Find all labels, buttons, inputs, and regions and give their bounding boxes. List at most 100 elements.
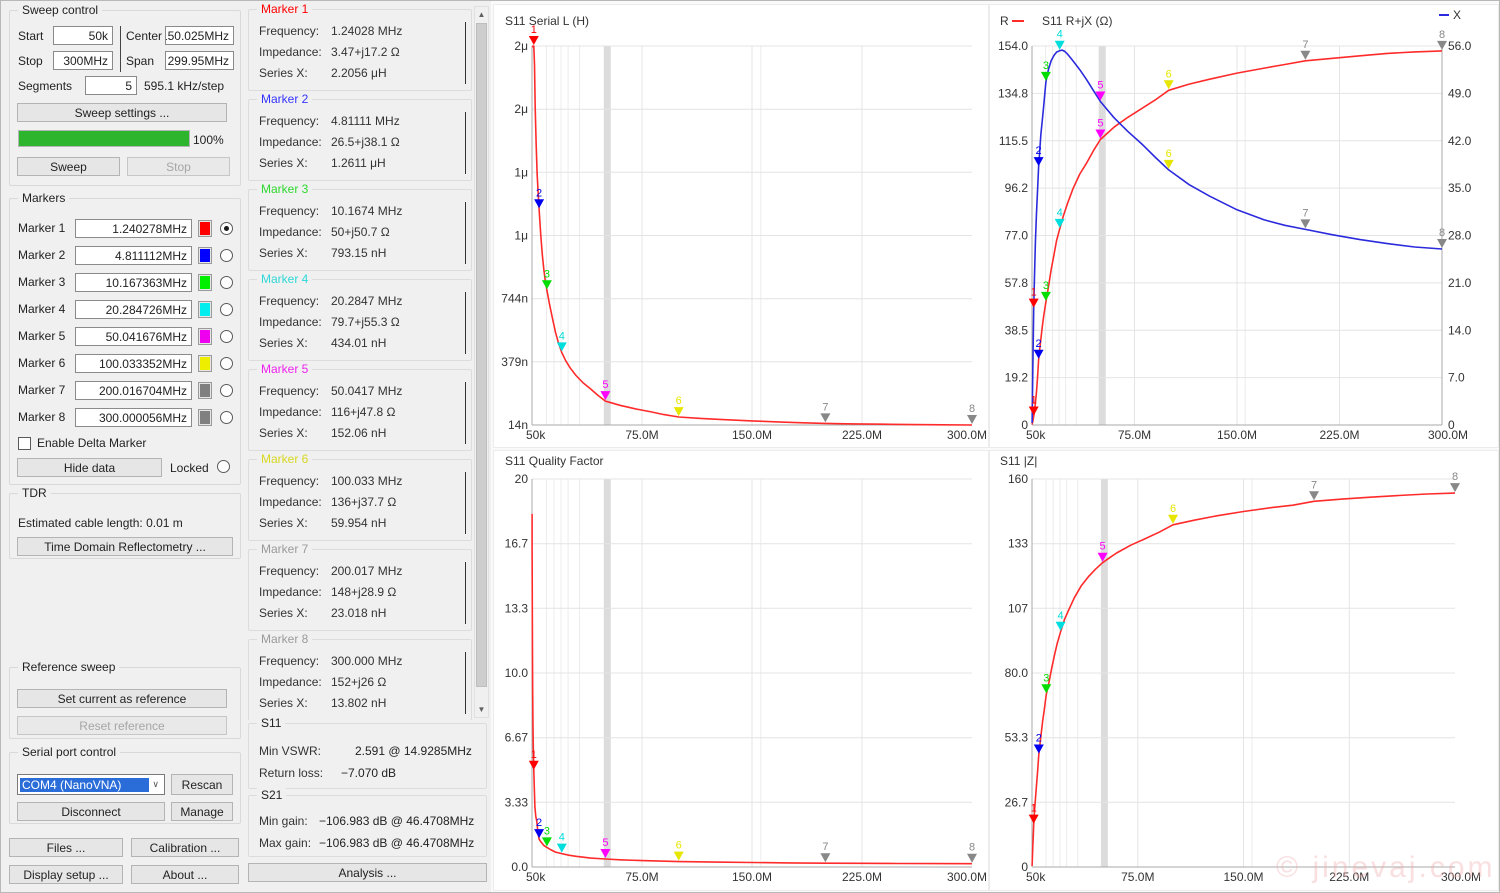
svg-text:2: 2 bbox=[536, 817, 542, 829]
tdr-group: TDR bbox=[9, 486, 241, 559]
chart-title: S11 Serial L (H) bbox=[505, 14, 589, 28]
svg-text:225.0M: 225.0M bbox=[842, 428, 882, 442]
svg-text:6: 6 bbox=[1170, 503, 1176, 515]
marker-6-series-x-label: Series X: 59.954 nH bbox=[259, 516, 387, 530]
marker-1-color-swatch[interactable] bbox=[198, 220, 212, 237]
chart-markers[interactable]: 1 2 3 4 5 6 7 8 1 2 3 4 5 6 7 8 bbox=[1028, 29, 1447, 416]
marker-3-series-x-label: Series X: 793.15 nH bbox=[259, 246, 387, 260]
svg-text:150.0M: 150.0M bbox=[732, 428, 772, 442]
svg-text:150.0M: 150.0M bbox=[1217, 428, 1257, 442]
svg-text:160: 160 bbox=[1008, 472, 1028, 486]
marker-2-color-swatch[interactable] bbox=[198, 247, 212, 264]
scrollbar-thumb[interactable] bbox=[476, 23, 487, 687]
set-reference-button[interactable]: Set current as reference bbox=[17, 689, 227, 708]
hide-data-button[interactable]: Hide data bbox=[17, 458, 162, 477]
marker-6-frequency-input[interactable]: 100.033352MHz bbox=[75, 354, 192, 373]
chart-s11-z[interactable]: 160 133 107 80.0 53.3 26.7 0 50k 75.0M 150.0M 225.… bbox=[989, 450, 1499, 891]
marker-7-active-radio[interactable] bbox=[220, 384, 233, 397]
stop-label: Stop bbox=[18, 54, 43, 68]
marker-2-impedance-value: 26.5+j38.1 Ω bbox=[331, 135, 400, 149]
marker-details-scrollbar[interactable]: ▲ ▼ bbox=[474, 6, 489, 718]
chart-s11-r-jx[interactable]: 154.0 134.8 115.5 96.2 77.0 57.8 38.5 19.2 0 56.0… bbox=[989, 4, 1499, 448]
svg-text:150.0M: 150.0M bbox=[732, 870, 772, 884]
series-Q-line bbox=[531, 513, 973, 865]
calibration-button[interactable]: Calibration ... bbox=[131, 838, 239, 857]
chart-s11-quality-factor[interactable]: 20 16.7 13.3 10.0 6.67 3.33 0.0 50k 75.0M 150.0M 2… bbox=[493, 450, 989, 891]
rescan-button[interactable]: Rescan bbox=[171, 774, 233, 795]
marker-1-detail-title: Marker 1 bbox=[257, 2, 313, 16]
segments-input[interactable]: 5 bbox=[85, 76, 137, 95]
start-input[interactable]: 50k bbox=[53, 26, 113, 45]
marker-5-active-radio[interactable] bbox=[220, 330, 233, 343]
marker-1-frequency-input[interactable]: 1.240278MHz bbox=[75, 219, 192, 238]
svg-text:5: 5 bbox=[1097, 118, 1103, 130]
reset-reference-button[interactable]: Reset reference bbox=[17, 716, 227, 735]
disconnect-button[interactable]: Disconnect bbox=[17, 802, 165, 821]
analysis-button[interactable]: Analysis ... bbox=[248, 863, 487, 882]
marker-1-series-x-label: Series X: 2.2056 μH bbox=[259, 66, 387, 80]
marker-1-active-radio[interactable] bbox=[220, 222, 233, 235]
marker-4-frequency-input[interactable]: 20.284726MHz bbox=[75, 300, 192, 319]
marker-6-color-swatch[interactable] bbox=[198, 355, 212, 372]
locked-radio[interactable] bbox=[217, 460, 230, 473]
svg-text:8: 8 bbox=[969, 842, 975, 854]
min-gain-label: Min gain: bbox=[259, 814, 308, 828]
y-axis-left-labels: 160 133 107 80.0 53.3 26.7 0 bbox=[1005, 472, 1029, 874]
marker-1-detail-box: Marker 1 Frequency: 1.24028 MHz Impedance: 3… bbox=[248, 2, 472, 91]
scrollbar-up-icon[interactable]: ▲ bbox=[475, 7, 488, 22]
progress-percent-label: 100% bbox=[193, 133, 224, 147]
marker-8-detail-indicator bbox=[465, 652, 466, 714]
marker-5-frequency-input[interactable]: 50.041676MHz bbox=[75, 327, 192, 346]
s11-summary-title: S11 bbox=[257, 716, 286, 730]
marker-5-color-swatch[interactable] bbox=[198, 328, 212, 345]
marker-8-color-swatch[interactable] bbox=[198, 409, 212, 426]
marker-3-color-swatch[interactable] bbox=[198, 274, 212, 291]
marker-4-color-swatch[interactable] bbox=[198, 301, 212, 318]
marker-5-detail-indicator bbox=[465, 382, 466, 444]
about-button[interactable]: About ... bbox=[131, 865, 239, 884]
marker-3-frequency-input[interactable]: 10.167363MHz bbox=[75, 273, 192, 292]
marker-2-frequency-input[interactable]: 4.811112MHz bbox=[75, 246, 192, 265]
svg-text:R: R bbox=[1000, 14, 1009, 28]
span-input[interactable]: 299.95MHz bbox=[165, 51, 234, 70]
tdr-button[interactable]: Time Domain Reflectometry ... bbox=[17, 537, 233, 556]
svg-text:2: 2 bbox=[536, 187, 542, 199]
marker-6-frequency-label: Frequency: 100.033 MHz bbox=[259, 474, 403, 488]
marker-5-color bbox=[200, 330, 210, 343]
display-setup-button[interactable]: Display setup ... bbox=[9, 865, 123, 884]
marker-2-active-radio[interactable] bbox=[220, 249, 233, 262]
marker-3-active-radio[interactable] bbox=[220, 276, 233, 289]
svg-text:50k: 50k bbox=[1026, 870, 1046, 884]
marker-8-active-radio[interactable] bbox=[220, 411, 233, 424]
return-loss-value: −7.070 dB bbox=[341, 766, 397, 780]
center-input[interactable]: 150.025MHz bbox=[165, 26, 234, 45]
chevron-down-icon: ∨ bbox=[152, 779, 159, 789]
marker-7-frequency-input[interactable]: 200.016704MHz bbox=[75, 381, 192, 400]
sweep-button[interactable]: Sweep bbox=[17, 157, 120, 176]
stop-button[interactable]: Stop bbox=[127, 157, 230, 176]
marker-8-frequency-input[interactable]: 300.000056MHz bbox=[75, 408, 192, 427]
serial-port-combo[interactable]: COM4 (NanoVNA) ∨ bbox=[17, 774, 165, 795]
marker-4-active-radio[interactable] bbox=[220, 303, 233, 316]
scrollbar-down-icon[interactable]: ▼ bbox=[475, 702, 488, 717]
svg-text:4: 4 bbox=[1057, 207, 1063, 219]
svg-text:35.0: 35.0 bbox=[1448, 181, 1472, 195]
chart-s11-serial-l[interactable]: 2μ 2μ 1μ 1μ 744n 379n 14n 50k 75.0M 150.0M 225.0M 3… bbox=[493, 4, 989, 448]
stop-input[interactable]: 300MHz bbox=[53, 51, 113, 70]
marker-6-active-radio[interactable] bbox=[220, 357, 233, 370]
files-button[interactable]: Files ... bbox=[9, 838, 123, 857]
sweep-settings-button[interactable]: Sweep settings ... bbox=[17, 103, 227, 122]
enable-delta-marker-checkbox[interactable] bbox=[18, 437, 31, 450]
svg-text:7: 7 bbox=[1302, 39, 1308, 51]
svg-text:3: 3 bbox=[544, 268, 550, 280]
serial-port-group: Serial port control bbox=[9, 745, 241, 824]
marker-3-frequency-value: 10.1674 MHz bbox=[331, 204, 403, 218]
manage-button[interactable]: Manage bbox=[171, 802, 233, 821]
marker-7-color-swatch[interactable] bbox=[198, 382, 212, 399]
svg-text:8: 8 bbox=[969, 403, 975, 415]
svg-text:5: 5 bbox=[602, 837, 608, 849]
